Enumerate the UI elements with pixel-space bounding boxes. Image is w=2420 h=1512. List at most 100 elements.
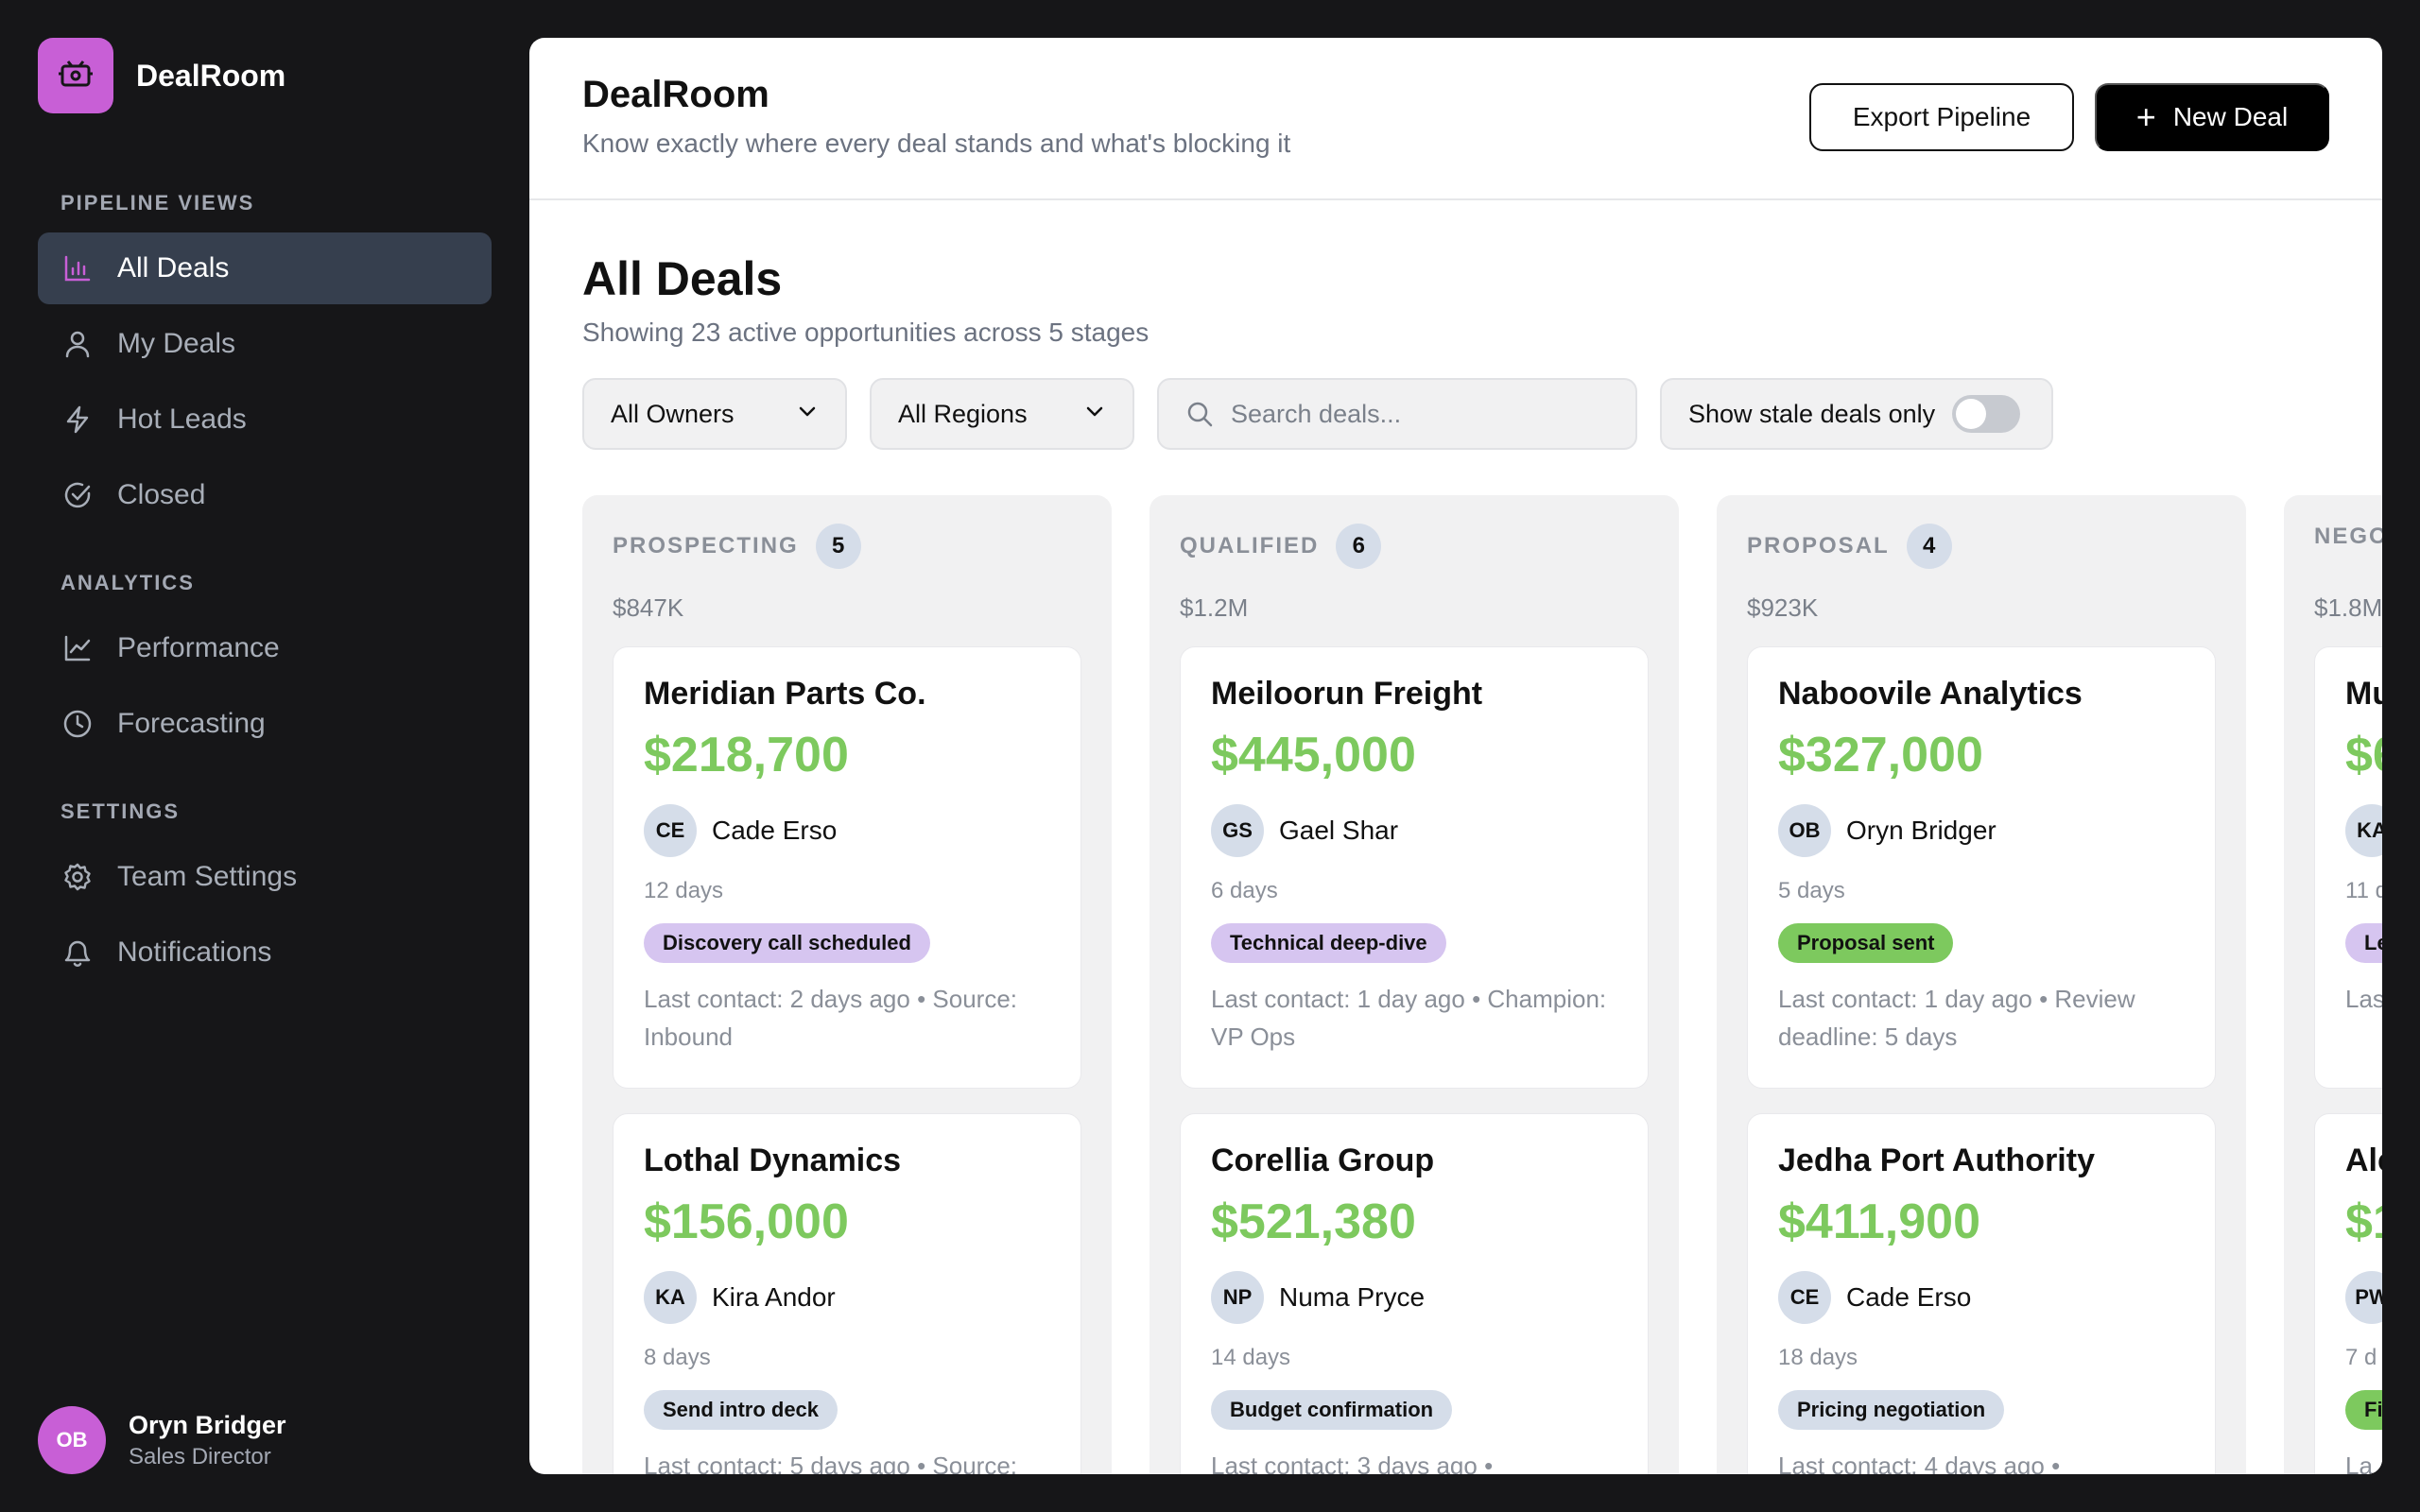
check-circle-icon [60,478,95,512]
new-deal-button[interactable]: + New Deal [2095,83,2329,151]
sidebar-item-notifications[interactable]: Notifications [38,917,492,988]
column-total: $847K [613,593,684,622]
deal-note: Last contact: 3 days ago • [1211,1452,1494,1474]
deal-note: Las v2. [2345,985,2382,1013]
regions-dropdown-value: All Regions [898,399,1028,428]
deal-note: Last contact: 4 days ago • [1778,1452,2061,1474]
chevron-down-icon [796,400,819,429]
deal-company: Mu [2345,676,2382,712]
deal-age: 12 days [644,878,724,903]
avatar: PW [2345,1271,2382,1324]
deal-card[interactable]: Meiloorun Freight $445,000 GS Gael Shar 6… [1180,646,1649,1089]
regions-dropdown[interactable]: All Regions [870,378,1134,450]
deal-status-tag: Budget confirmation [1211,1390,1453,1430]
deal-card[interactable]: Jedha Port Authority $411,900 CE Cade Ers… [1747,1113,2216,1474]
deal-age: 7 d [2345,1345,2377,1370]
sidebar-item-label: All Deals [117,252,230,284]
sidebar-item-label: Team Settings [117,861,298,892]
deal-status-tag: Fi [2345,1390,2382,1430]
pipeline-column-qualified: QUALIFIED 6 $1.2M Meiloorun Freight $445… [1150,495,1679,1474]
column-title: QUALIFIED [1180,533,1320,558]
deal-value: $218,700 [644,728,849,782]
deal-status-tag: Send intro deck [644,1390,838,1430]
deal-card[interactable]: Corellia Group $521,380 NP Numa Pryce 14 … [1180,1113,1649,1474]
column-total: $1.2M [1180,593,1249,622]
deal-card[interactable]: Alc $1 PW 7 d Fi La [2314,1113,2382,1474]
brand[interactable]: DealRoom [38,38,285,113]
deal-status-tag: Proposal sent [1778,923,1954,963]
deal-owner: Gael Shar [1279,816,1399,845]
deal-status-tag: Pricing negotiation [1778,1390,2005,1430]
section-title-settings: SETTINGS [60,799,181,823]
profile-role: Sales Director [129,1443,271,1469]
bar-chart-icon [60,251,95,285]
avatar: KA [2345,804,2382,857]
avatar: CE [644,804,697,857]
deal-company: Alc [2345,1143,2382,1178]
deal-status-tag: Technical deep-dive [1211,923,1446,963]
owners-dropdown-value: All Owners [611,399,735,428]
pipeline-column-proposal: PROPOSAL 4 $923K Naboovile Analytics $32… [1717,495,2246,1474]
deal-note: Last contact: 1 day ago • Review deadlin… [1778,985,2135,1051]
avatar: NP [1211,1271,1264,1324]
toggle-knob [1956,399,1987,429]
plus-icon: + [2135,97,2156,136]
deal-company: Naboovile Analytics [1778,676,2083,712]
deal-card[interactable]: Meridian Parts Co. $218,700 CE Cade Erso … [613,646,1081,1089]
sidebar-item-hot-leads[interactable]: Hot Leads [38,384,492,455]
deal-note: La [2345,1452,2373,1474]
gear-icon [60,860,95,894]
sidebar-item-label: Hot Leads [117,404,247,435]
main-panel: DealRoom Know exactly where every deal s… [529,38,2382,1474]
deal-company: Meridian Parts Co. [644,676,926,712]
deal-card[interactable]: Naboovile Analytics $327,000 OB Oryn Brid… [1747,646,2216,1089]
page-title: All Deals [582,252,783,305]
sidebar: DealRoom PIPELINE VIEWS All Deals My Dea… [0,0,529,1512]
pipeline-column-negotiation: NEGO $1.8M Mu $6 KA 11 d Le Las v2. Alc … [2284,495,2382,1474]
deal-value: $411,900 [1778,1194,1981,1249]
sidebar-item-label: Closed [117,479,206,510]
deal-owner: Cade Erso [712,816,838,845]
deal-company: Lothal Dynamics [644,1143,902,1178]
sidebar-item-performance[interactable]: Performance [38,612,492,684]
header-subtitle: Know exactly where every deal stands and… [582,129,1291,158]
deal-owner: Numa Pryce [1279,1282,1426,1312]
export-pipeline-button[interactable]: Export Pipeline [1809,83,2074,151]
search-placeholder: Search deals... [1231,399,1402,428]
sidebar-item-closed[interactable]: Closed [38,459,492,531]
stale-deals-label: Show stale deals only [1688,399,1936,428]
avatar: OB [1778,804,1831,857]
sidebar-item-team-settings[interactable]: Team Settings [38,841,492,913]
sidebar-item-label: Performance [117,632,280,663]
deal-value: $1 [2345,1194,2382,1249]
lightning-icon [60,403,95,437]
sidebar-item-forecasting[interactable]: Forecasting [38,688,492,760]
profile-name: Oryn Bridger [129,1410,286,1439]
deal-card[interactable]: Mu $6 KA 11 d Le Las v2. [2314,646,2382,1089]
deal-status-tag: Discovery call scheduled [644,923,930,963]
search-input[interactable]: Search deals... [1157,378,1637,450]
deal-card[interactable]: Lothal Dynamics $156,000 KA Kira Andor 8 … [613,1113,1081,1474]
column-count-badge: 5 [815,524,861,569]
avatar: GS [1211,804,1264,857]
sidebar-item-my-deals[interactable]: My Deals [38,308,492,380]
deal-status-tag: Le [2345,923,2382,963]
brand-name: DealRoom [136,58,286,93]
avatar: CE [1778,1271,1831,1324]
owners-dropdown[interactable]: All Owners [582,378,847,450]
sidebar-item-all-deals[interactable]: All Deals [38,232,492,304]
header-title: DealRoom [582,74,769,115]
deal-owner: Kira Andor [712,1282,836,1312]
deal-value: $6 [2345,728,2382,782]
stale-deals-toggle[interactable] [1952,395,2021,433]
deal-note: Last contact: 1 day ago • Champion: VP O… [1211,985,1607,1051]
user-profile[interactable]: OB Oryn Bridger Sales Director [38,1406,286,1474]
deal-value: $445,000 [1211,728,1416,782]
stale-deals-filter: Show stale deals only [1660,378,2053,450]
deal-age: 6 days [1211,878,1278,903]
section-title-pipeline-views: PIPELINE VIEWS [60,191,255,215]
deal-owner: Cade Erso [1846,1282,1972,1312]
column-title: PROSPECTING [613,533,799,558]
sidebar-item-label: Notifications [117,936,272,968]
column-total: $1.8M [2314,593,2382,622]
